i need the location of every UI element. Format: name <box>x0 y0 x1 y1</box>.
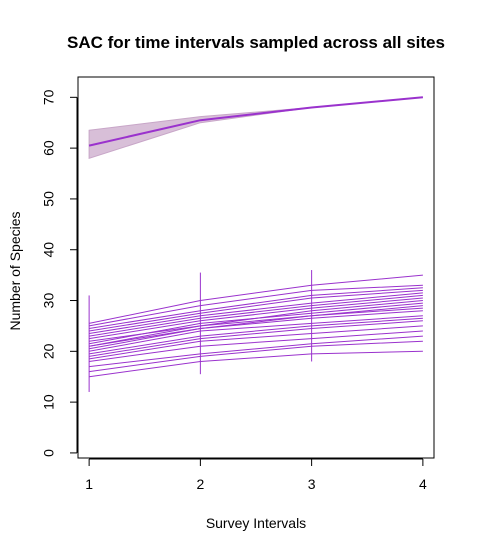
y-tick-label: 50 <box>41 191 57 207</box>
plot-area <box>88 96 423 392</box>
y-tick-label: 0 <box>41 449 57 457</box>
y-tick-label: 40 <box>41 242 57 258</box>
series-line-site-18 <box>89 287 423 329</box>
series-line-site-17 <box>89 289 423 332</box>
series-line-site-13 <box>89 300 423 342</box>
y-tick-label: 10 <box>41 394 57 410</box>
y-tick-label: 60 <box>41 140 57 156</box>
series-line-site-1 <box>89 350 423 378</box>
series-line-site-19 <box>89 284 423 327</box>
series-line-site-9 <box>89 310 423 350</box>
series-line-all-sites <box>88 96 423 147</box>
y-tick-label: 20 <box>41 343 57 359</box>
x-tick-label: 1 <box>85 476 93 492</box>
series-line-site-3 <box>89 335 423 368</box>
confidence-band <box>88 96 423 159</box>
series-line-site-11 <box>89 305 423 347</box>
plot-frame <box>77 76 435 459</box>
series-line-site-20 <box>88 274 423 324</box>
series-line-site-8 <box>89 315 423 352</box>
y-axis-label: Number of Species <box>7 211 23 330</box>
chart-title: SAC for time intervals sampled across al… <box>67 33 445 52</box>
series-line-site-15 <box>89 294 423 337</box>
series-line-site-4 <box>89 330 423 362</box>
series-line-site-7 <box>89 317 423 355</box>
series-line-site-10 <box>89 307 423 347</box>
x-axis-label: Survey Intervals <box>206 515 306 531</box>
x-tick-label: 2 <box>196 476 204 492</box>
x-tick-label: 4 <box>419 476 427 492</box>
series-line-site-14 <box>89 297 423 340</box>
x-tick-label: 3 <box>308 476 316 492</box>
series-line-site-5 <box>89 325 423 360</box>
series-line-site-16 <box>89 292 423 334</box>
y-tick-label: 30 <box>41 293 57 309</box>
series-line-site-2 <box>89 340 423 373</box>
series-line-site-6 <box>89 320 423 357</box>
y-tick-label: 70 <box>41 89 57 105</box>
